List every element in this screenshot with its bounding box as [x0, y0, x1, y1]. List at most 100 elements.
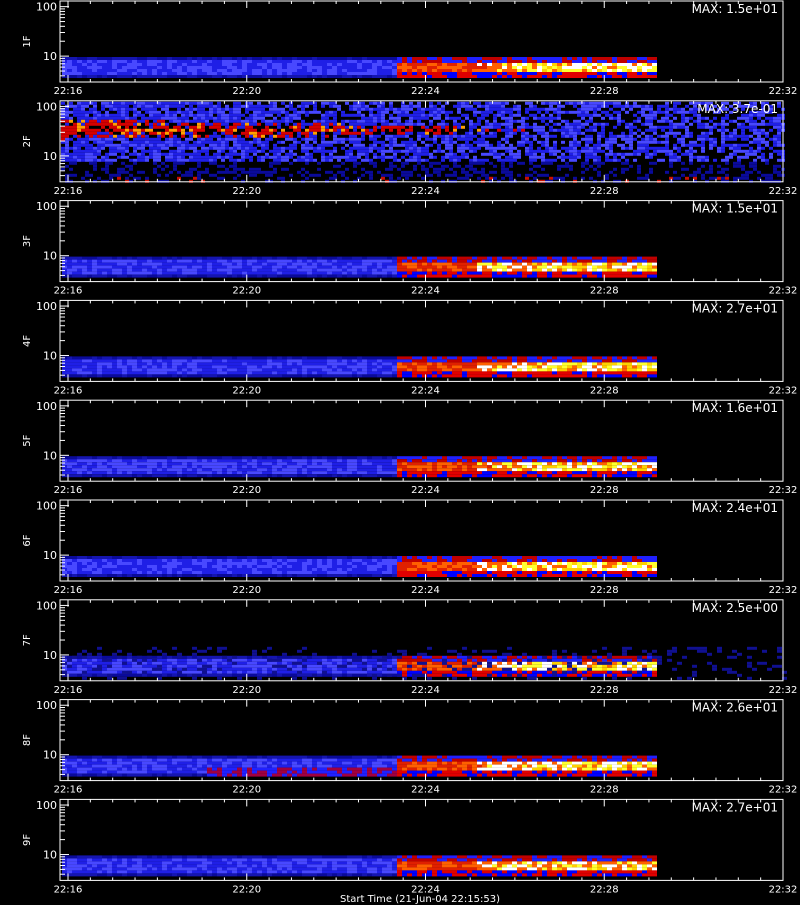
heat-cell [725, 129, 729, 132]
heat-cell [153, 120, 157, 123]
heat-cell [382, 75, 387, 78]
heat-cell [269, 138, 273, 141]
heat-cell [305, 123, 309, 126]
heat-cell [517, 114, 521, 117]
heat-cell [453, 153, 457, 156]
heat-cell [409, 129, 413, 132]
heat-cell [387, 75, 392, 78]
heat-cell [177, 266, 182, 269]
heat-cell [553, 111, 557, 114]
heat-cell [229, 135, 233, 138]
heat-cell [202, 63, 207, 66]
heat-cell [217, 117, 221, 120]
heat-cell [757, 144, 761, 147]
heat-cell [297, 57, 302, 60]
heat-cell [467, 75, 472, 78]
heat-cell [277, 177, 281, 180]
heat-cell [257, 141, 261, 144]
heat-cell [652, 69, 657, 72]
heat-cell [325, 102, 329, 105]
heat-cell [121, 117, 125, 120]
heat-cell [277, 114, 281, 117]
heat-cell [162, 269, 167, 272]
heat-cell [82, 269, 87, 272]
heat-cell [137, 60, 142, 63]
heat-cell [649, 141, 653, 144]
heat-cell [512, 269, 517, 272]
heat-cell [522, 69, 527, 72]
heat-cell [145, 138, 149, 141]
heat-cell [661, 105, 665, 108]
heat-cell [452, 272, 457, 275]
heat-cell [632, 272, 637, 275]
heat-cell [137, 156, 141, 159]
heat-cell [532, 57, 537, 60]
heat-cell [281, 147, 285, 150]
heat-cell [193, 141, 197, 144]
heat-cell [473, 126, 477, 129]
heat-cell [342, 75, 347, 78]
heat-cell [641, 123, 645, 126]
heat-cell [557, 69, 562, 72]
heat-cell [505, 102, 509, 105]
heat-cell [129, 108, 133, 111]
heat-cell [277, 63, 282, 66]
heat-cell [402, 257, 407, 260]
heat-cell [227, 275, 232, 278]
heat-cell [637, 75, 642, 78]
heat-cell [501, 168, 505, 171]
heat-cell [642, 69, 647, 72]
heat-cell [193, 144, 197, 147]
heat-cell [377, 269, 382, 272]
heat-cell [577, 123, 581, 126]
heat-cell [477, 102, 481, 105]
heat-cell [249, 135, 253, 138]
heat-cell [517, 144, 521, 147]
heat-cell [137, 257, 142, 260]
heat-cell [222, 272, 227, 275]
heat-cell [333, 147, 337, 150]
heat-cell [445, 153, 449, 156]
heat-cell [227, 69, 232, 72]
heat-cell [597, 165, 601, 168]
heat-cell [737, 162, 741, 165]
heat-cell [547, 266, 552, 269]
heat-cell [261, 108, 265, 111]
heat-cell [129, 117, 133, 120]
heat-cell [287, 275, 292, 278]
heat-cell [149, 132, 153, 135]
heat-cell [347, 269, 352, 272]
heat-cell [77, 126, 81, 129]
heat-cell [97, 60, 102, 63]
heat-cell [612, 275, 617, 278]
heat-cell [377, 57, 382, 60]
heat-cell [417, 156, 421, 159]
heat-cell [449, 150, 453, 153]
heat-cell [509, 177, 513, 180]
heat-cell [673, 177, 677, 180]
heat-cell [613, 111, 617, 114]
heat-cell [225, 153, 229, 156]
heat-cell [73, 147, 77, 150]
heat-cell [417, 69, 422, 72]
heat-cell [509, 111, 513, 114]
heat-cell [513, 105, 517, 108]
heat-cell [102, 66, 107, 69]
heat-cell [269, 156, 273, 159]
heat-cell [282, 275, 287, 278]
heat-cell [525, 108, 529, 111]
heat-cell [509, 153, 513, 156]
heat-cell [447, 269, 452, 272]
heat-cell [87, 272, 92, 275]
heat-cell [581, 117, 585, 120]
heat-cell [637, 260, 642, 263]
heat-cell [442, 275, 447, 278]
heat-cell [592, 257, 597, 260]
heat-cell [621, 162, 625, 165]
heat-cell [157, 159, 161, 162]
heat-cell [317, 72, 322, 75]
heat-cell [537, 72, 542, 75]
heat-cell [577, 257, 582, 260]
heat-cell [249, 117, 253, 120]
heat-cell [561, 153, 565, 156]
